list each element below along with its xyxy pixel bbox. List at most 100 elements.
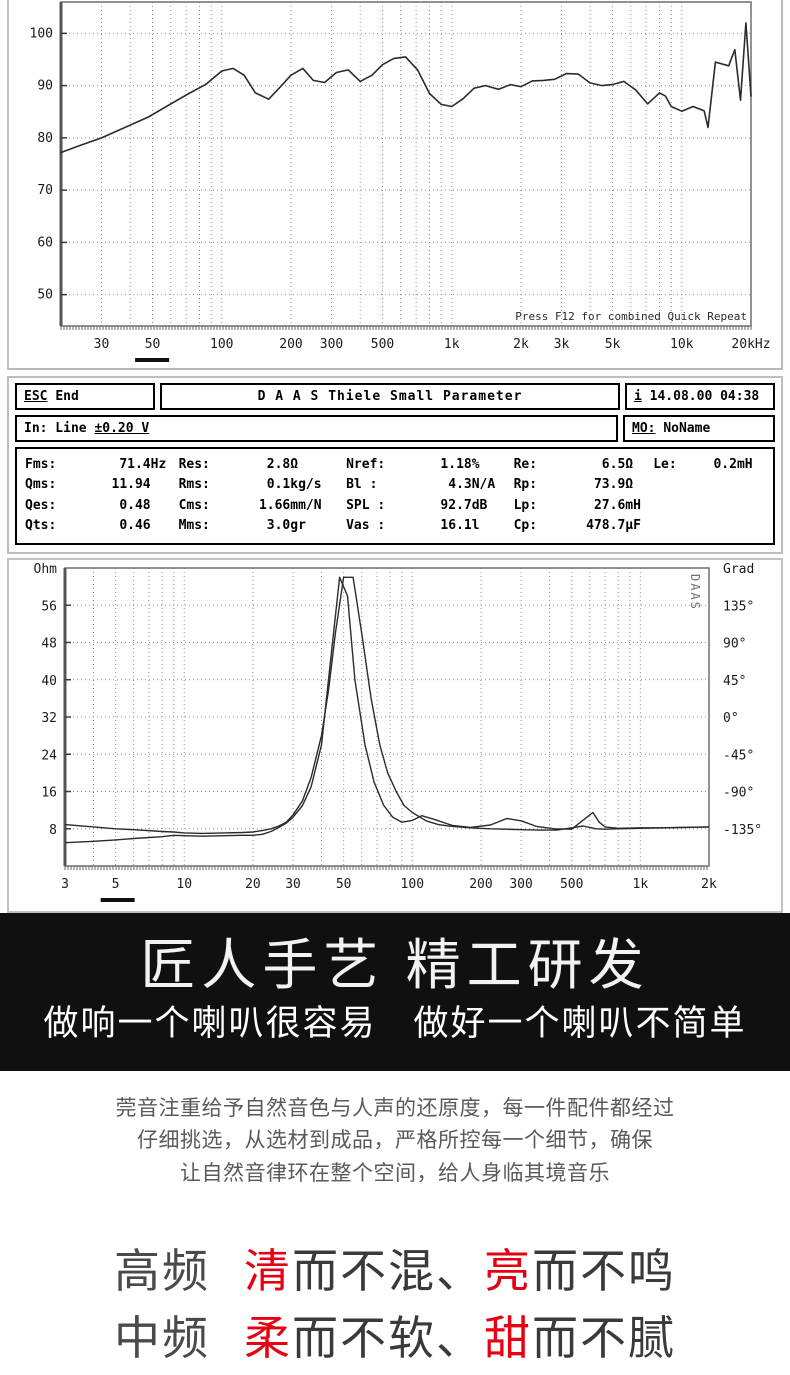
parameter-value <box>695 496 737 516</box>
svg-text:3: 3 <box>61 877 69 892</box>
svg-text:10: 10 <box>176 877 192 892</box>
svg-text:90°: 90° <box>723 637 746 652</box>
svg-text:2k: 2k <box>513 337 529 352</box>
parameter-value: 27.6 <box>593 497 626 513</box>
daas-parameter-panel: ESC End D A A S Thiele Small Parameter i… <box>7 376 783 554</box>
mo-label: MO: <box>632 421 656 436</box>
description-line-3: 让自然音律环在整个空间，给人身临其境音乐 <box>180 1161 610 1185</box>
svg-text:56: 56 <box>41 599 57 614</box>
svg-text:-135°: -135° <box>723 823 762 838</box>
svg-text:5: 5 <box>112 877 120 892</box>
parameter-label: Qes: <box>25 497 57 513</box>
svg-text:0°: 0° <box>723 711 739 726</box>
svg-text:32: 32 <box>41 711 57 726</box>
measurement-screenshots: 100 90 80 70 60 50 30 50 100 200 300 500 1k 2k 3k 5k 10k… <box>7 0 783 913</box>
esc-end-button[interactable]: ESC End <box>15 383 155 410</box>
feature-text: 而不鸣 <box>532 1245 676 1298</box>
parameter-label: Bl : <box>346 477 378 493</box>
measurement-object-field[interactable]: MO: NoName <box>623 415 775 442</box>
description-paragraph: 莞音注重给予自然音色与人声的还原度，每一件配件都经过 仔细挑选，从选材到成品，严… <box>0 1071 790 1201</box>
svg-text:50: 50 <box>145 337 161 352</box>
parameter-value: 11.94 <box>111 477 151 493</box>
svg-text:Ohm: Ohm <box>34 562 58 577</box>
svg-text:20: 20 <box>245 877 261 892</box>
info-icon: i <box>634 389 642 404</box>
parameter-value: 2.8 <box>266 457 291 472</box>
parameter-unit: kg/s <box>290 477 322 493</box>
frequency-response-chart: 100 90 80 70 60 50 30 50 100 200 300 500 1k 2k 3k 5k 10k… <box>7 0 783 370</box>
svg-text:10k: 10k <box>670 337 694 352</box>
svg-text:40: 40 <box>41 674 57 689</box>
svg-text:200: 200 <box>279 337 302 352</box>
frequency-response-plot: 100 90 80 70 60 50 30 50 100 200 300 500 1k 2k 3k 5k 10k… <box>30 1 771 362</box>
mo-value: NoName <box>663 421 711 436</box>
parameter-unit: % <box>471 457 480 472</box>
parameter-unit: mH <box>736 457 753 472</box>
svg-text:1k: 1k <box>633 877 649 892</box>
craftsmanship-banner: 匠人手艺 精工研发 做响一个喇叭很容易 做好一个喇叭不简单 <box>0 913 790 1071</box>
parameter-label: Cp: <box>513 517 538 533</box>
input-label: In: Line <box>24 421 87 436</box>
input-setting-field[interactable]: In: Line ±0.20 V <box>15 415 618 442</box>
parameter-label: Cms: <box>178 497 210 513</box>
svg-text:-45°: -45° <box>723 748 754 763</box>
svg-text:8: 8 <box>49 823 57 838</box>
parameter-unit <box>151 475 179 495</box>
parameter-unit: Ω <box>625 477 634 493</box>
parameter-value <box>695 516 737 536</box>
svg-text:Grad: Grad <box>723 562 754 577</box>
svg-text:30: 30 <box>285 877 301 892</box>
parameter-unit: l <box>471 517 480 533</box>
description-line-1: 莞音注重给予自然音色与人声的还原度，每一件配件都经过 <box>115 1096 675 1120</box>
banner-headline: 匠人手艺 精工研发 <box>140 934 650 996</box>
parameter-unit: mH <box>625 497 641 513</box>
feature-highlight: 甜 <box>484 1311 532 1364</box>
parameter-label: Rms: <box>178 477 210 493</box>
parameter-label: Mms: <box>178 517 210 533</box>
parameter-value: 478.7 <box>586 517 626 533</box>
esc-key-label: ESC <box>24 389 48 404</box>
svg-text:60: 60 <box>37 235 53 250</box>
parameter-unit <box>151 496 179 516</box>
svg-text:48: 48 <box>41 637 57 652</box>
parameter-label: Le: <box>653 457 677 472</box>
parameter-label: Res: <box>178 457 210 472</box>
input-value: ±0.20 V <box>94 421 150 436</box>
parameter-label: Fms: <box>25 457 57 472</box>
parameter-label: SPL : <box>346 497 386 513</box>
parameter-row: Qms: 11.94 Rms: 0.1 kg/s Bl : 4.3 N/A Rp: 73.9 Ω <box>25 475 765 495</box>
parameter-unit: N/A <box>471 477 496 493</box>
parameter-value: 92.7 <box>440 497 472 513</box>
svg-text:24: 24 <box>41 748 57 763</box>
parameter-label <box>653 475 695 495</box>
parameter-label: Re: <box>513 457 538 472</box>
parameter-unit <box>737 516 765 536</box>
svg-text:Press F12 for combined Quick R: Press F12 for combined Quick Repeat <box>515 310 747 323</box>
parameter-label: Rp: <box>513 477 538 493</box>
parameter-unit: µF <box>625 517 641 533</box>
daas-timestamp: 14.08.00 04:38 <box>649 389 760 404</box>
svg-text:100: 100 <box>210 337 233 352</box>
parameter-unit: gr <box>290 517 306 533</box>
svg-text:90: 90 <box>37 79 53 94</box>
svg-text:16: 16 <box>41 786 57 801</box>
feature-highlight: 柔 <box>244 1311 292 1364</box>
parameter-unit <box>151 516 179 536</box>
svg-text:2k: 2k <box>701 877 717 892</box>
svg-text:300: 300 <box>320 337 343 352</box>
parameter-value: 0.1 <box>266 477 291 493</box>
parameter-unit: Ω <box>290 457 299 472</box>
parameter-value: 1.66 <box>258 497 291 513</box>
svg-text:3k: 3k <box>554 337 570 352</box>
svg-text:1k: 1k <box>444 337 460 352</box>
daas-title: D A A S Thiele Small Parameter <box>160 383 620 410</box>
feature-row: 中频 柔而不软、甜而不腻 <box>0 1305 790 1372</box>
feature-text: 而不软、 <box>292 1311 484 1364</box>
svg-text:45°: 45° <box>723 674 746 689</box>
esc-action-label: End <box>55 389 79 404</box>
impedance-phase-plot: Ohm 56 48 40 32 24 16 8 Grad 135° 90° 45° 0° -45° -90°… <box>34 562 762 902</box>
parameter-unit: dB <box>471 497 488 513</box>
parameter-unit: Ω <box>625 457 634 472</box>
parameter-value: 0.46 <box>119 517 151 533</box>
feature-highlight: 亮 <box>484 1245 532 1298</box>
